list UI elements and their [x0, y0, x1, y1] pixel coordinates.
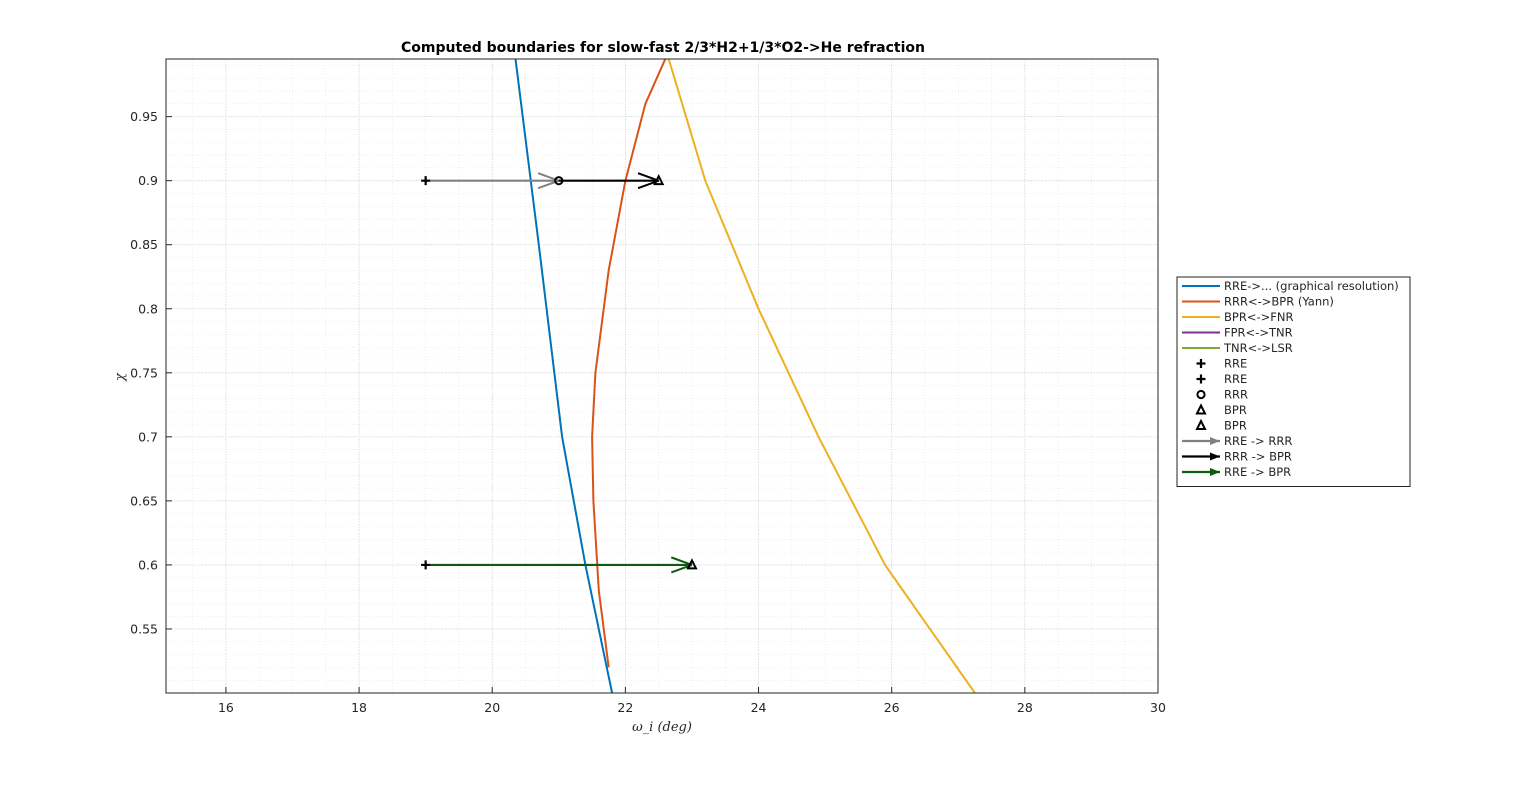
axes-box	[165, 58, 1159, 694]
x-tick-label: 18	[351, 700, 367, 715]
legend-label: RRR -> BPR	[1224, 450, 1292, 464]
arrow-head	[670, 556, 693, 566]
plus-marker	[1196, 374, 1206, 384]
x-tick-label: 20	[484, 700, 500, 715]
plot-background	[166, 59, 1158, 693]
y-tick-label: 0.85	[130, 237, 158, 252]
x-tick-label: 30	[1150, 700, 1166, 715]
y-tick-label: 0.6	[138, 557, 158, 572]
legend-item: FPR<->TNR	[1182, 326, 1293, 340]
legend-label: FPR<->TNR	[1224, 326, 1293, 340]
legend-item: RRE	[1196, 357, 1247, 371]
legend-item: RRR<->BPR (Yann)	[1182, 295, 1334, 309]
triangle-marker	[1195, 403, 1207, 415]
legend-arrow-head	[1210, 437, 1220, 445]
circle-marker	[1196, 389, 1206, 400]
plus-marker	[421, 560, 431, 570]
legend-item: BPR	[1195, 418, 1247, 433]
legend-item: BPR	[1195, 403, 1247, 417]
legend-label: BPR<->FNR	[1224, 310, 1293, 324]
y-tick-label: 0.7	[138, 429, 158, 444]
series-line	[667, 59, 976, 693]
legend-label: RRE	[1224, 357, 1247, 371]
legend-item: RRR -> BPR	[1182, 450, 1292, 464]
y-tick-label: 0.55	[130, 621, 158, 636]
legend: RRE->... (graphical resolution) RRR<->BPR…	[1176, 276, 1411, 487]
y-axis-label: χ	[113, 372, 128, 382]
plus-marker	[1196, 359, 1206, 368]
legend-label: RRE -> BPR	[1224, 465, 1291, 479]
circle-marker	[554, 176, 564, 186]
legend-arrow-head	[1210, 452, 1220, 461]
chart-title: Computed boundaries for slow-fast 2/3*H2…	[401, 40, 925, 56]
triangle-marker	[653, 173, 665, 186]
arrow-head	[637, 172, 660, 182]
x-tick-label: 16	[218, 700, 234, 715]
x-axis-label: ω_i (deg)	[632, 720, 692, 735]
triangle-marker	[1195, 418, 1207, 430]
legend-item: RRE	[1196, 372, 1247, 386]
y-tick-label: 0.95	[130, 109, 158, 124]
x-tick-label: 26	[884, 700, 900, 715]
series-line	[591, 59, 667, 668]
legend-item: RRE -> RRR	[1182, 434, 1292, 448]
legend-label: RRR<->BPR (Yann)	[1224, 295, 1334, 309]
legend-box	[1176, 276, 1411, 487]
plus-marker	[421, 176, 431, 186]
legend-label: RRR	[1224, 388, 1248, 402]
y-tick-label: 0.75	[130, 365, 158, 380]
plot-area[interactable]: 16 18 20 22 24 26 28 30 0.55 0.6 0.65 0.7 0.75 0.8 0.8…	[130, 58, 1166, 715]
y-tick-label: 0.9	[138, 173, 158, 188]
series-line	[514, 59, 614, 693]
x-tick-label: 22	[617, 700, 633, 715]
legend-label: BPR	[1224, 403, 1247, 417]
x-tick-label: 24	[751, 700, 767, 715]
legend-label: TNR<->LSR	[1223, 341, 1293, 355]
legend-label: RRE -> RRR	[1224, 434, 1292, 448]
data-layer	[421, 59, 976, 693]
legend-label: BPR	[1224, 419, 1247, 433]
legend-arrow-head	[1210, 468, 1220, 476]
y-tick-label: 0.65	[130, 493, 158, 508]
legend-item: RRE -> BPR	[1182, 465, 1291, 479]
legend-label: RRE->... (graphical resolution)	[1224, 279, 1399, 293]
legend-item: TNR<->LSR	[1182, 341, 1293, 355]
y-tick-label: 0.8	[138, 301, 158, 316]
legend-item: RRR	[1196, 388, 1248, 402]
legend-item: BPR<->FNR	[1182, 310, 1293, 324]
triangle-marker	[686, 558, 698, 570]
legend-item: RRE->... (graphical resolution)	[1182, 279, 1399, 293]
x-tick-label: 28	[1017, 700, 1033, 715]
legend-label: RRE	[1224, 372, 1247, 386]
